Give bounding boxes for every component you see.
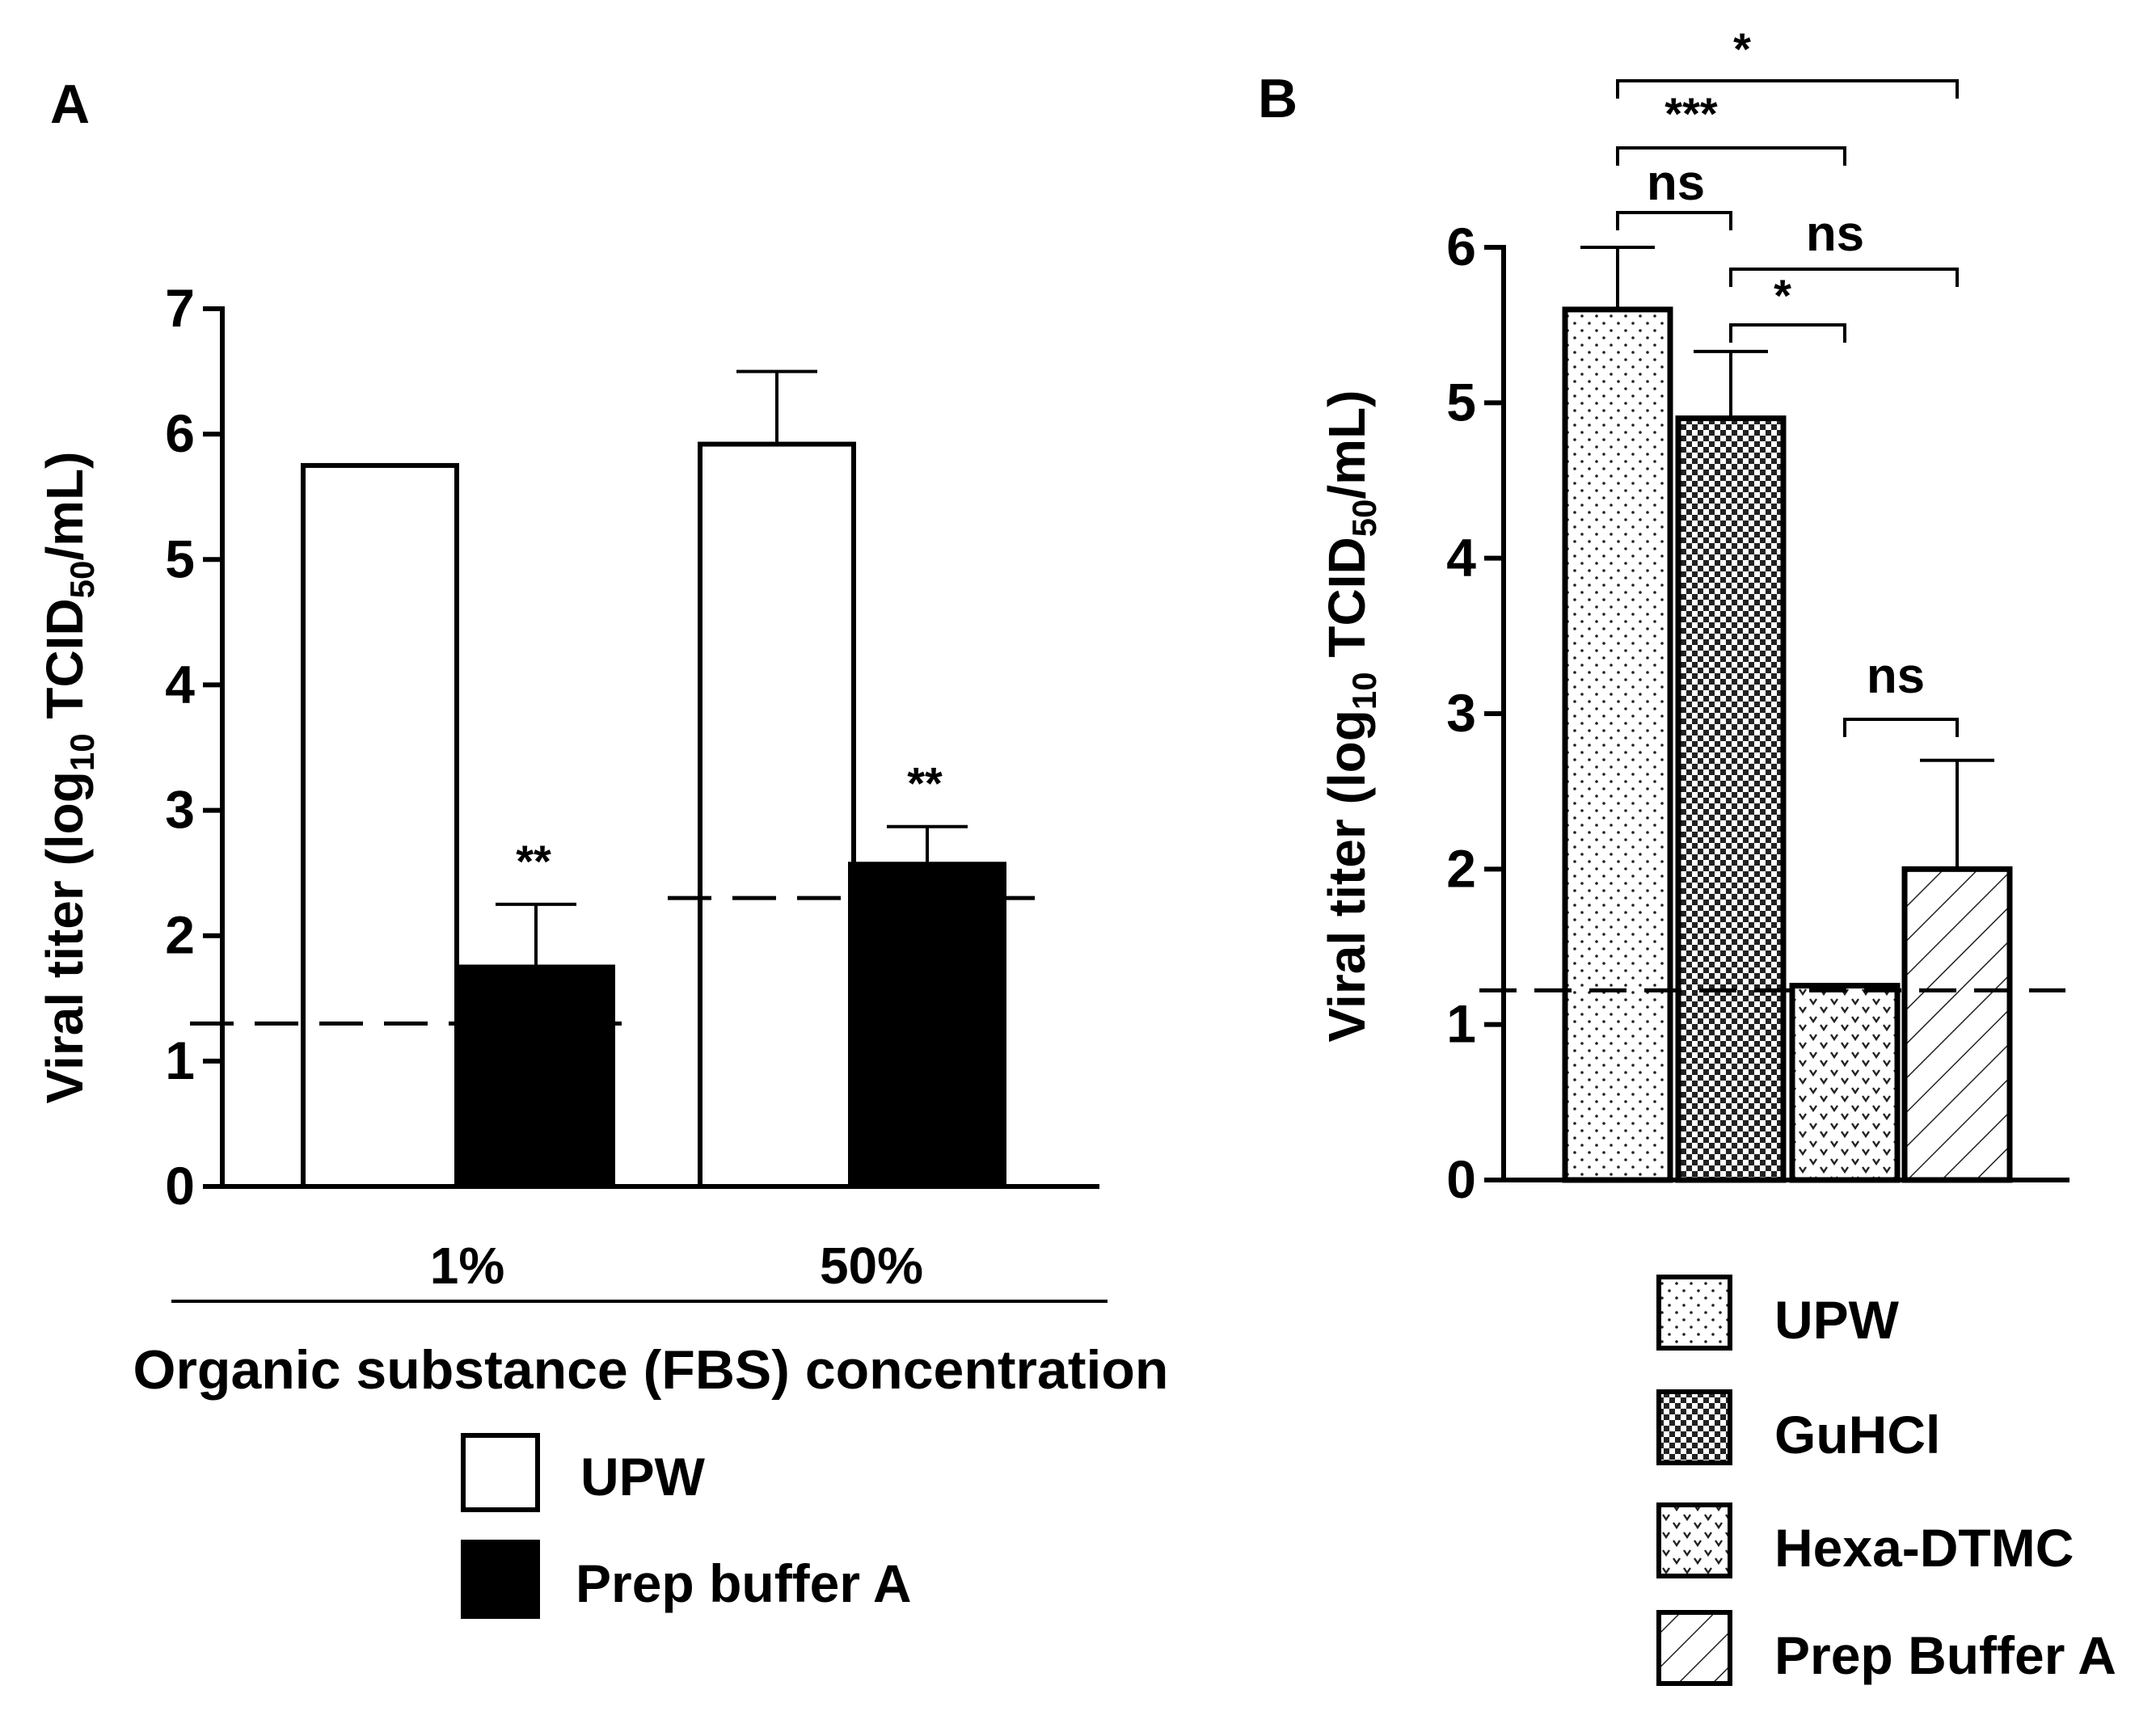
panel-a-y-label-main: Viral titer (log — [36, 771, 94, 1103]
comparison-bracket-6 — [1843, 718, 1959, 737]
panel-a-y-label-sub2: 50 — [63, 561, 101, 599]
panel-b-y-tick-label: 6 — [1446, 217, 1476, 276]
panel-b-y-label-unit: TCID — [1318, 537, 1376, 672]
comparison-label-3: ns — [1647, 155, 1705, 211]
panel-a-x-tick-label-50: 50% — [820, 1237, 923, 1295]
panel-a-y-tick-label: 5 — [165, 529, 195, 588]
comparison-label-5: * — [1774, 270, 1791, 321]
panel-a-y-tick-label: 4 — [165, 654, 195, 714]
comparison-bracket-5 — [1729, 323, 1846, 343]
bar-upw-1 — [301, 462, 459, 1189]
comparison-bracket-3 — [1616, 211, 1732, 230]
legend-swatch-prep-buffer-a-b — [1656, 1610, 1732, 1686]
legend-label-upw: UPW — [580, 1447, 706, 1507]
legend-label-hexa-dtmc: Hexa-DTMC — [1774, 1518, 2074, 1578]
bar-prep-buffer-a-1 — [457, 964, 615, 1189]
panel-b-label: B — [1258, 68, 1297, 129]
legend-label-prep-buffer-a-b: Prep Buffer A — [1774, 1625, 2116, 1685]
panel-b-y-label-tail: /mL) — [1318, 390, 1376, 499]
legend-swatch-hexa-dtmc — [1656, 1502, 1732, 1578]
panel-b-y-label-sub: 10 — [1345, 672, 1383, 710]
panel-a-y-tick-label: 7 — [165, 278, 195, 338]
legend-swatch-upw — [461, 1433, 540, 1512]
panel-a-legend: UPW Prep buffer A — [461, 1433, 912, 1619]
panel-a-x-axis-label: Organic substance (FBS) concentration — [133, 1339, 1169, 1401]
panel-b-legend: UPW GuHCl Hexa-DTMC Prep Buffer A — [1656, 1275, 2116, 1686]
bar-upw-50 — [698, 441, 856, 1189]
significance-50: ** — [907, 758, 943, 809]
panel-a-label: A — [50, 74, 90, 135]
legend-swatch-upw-b — [1656, 1275, 1732, 1351]
panel-a-y-axis-label: Viral titer (log10 TCID50/mL) — [36, 452, 101, 1104]
legend-swatch-guhcl — [1656, 1389, 1732, 1465]
legend-swatch-prep-buffer-a — [461, 1540, 540, 1619]
bar-prep-buffer-a-50 — [848, 862, 1006, 1189]
panel-b-y-axis-label: Viral titer (log10 TCID50/mL) — [1318, 390, 1383, 1043]
panel-b-y-tick-label: 4 — [1446, 528, 1476, 588]
bar-guhcl — [1675, 415, 1787, 1183]
comparison-bracket-1 — [1616, 79, 1959, 99]
panel-b-y-tick-label: 3 — [1446, 683, 1476, 743]
panel-a-y-label-sub: 10 — [63, 733, 101, 771]
panel-a-y-tick-label: 1 — [165, 1030, 195, 1090]
panel-a-y-label-tail: /mL) — [36, 452, 94, 561]
legend-label-prep-buffer-a: Prep buffer A — [576, 1553, 912, 1613]
panel-a-y-tick-label: 0 — [165, 1156, 195, 1216]
panel-b-y-tick-label: 5 — [1446, 372, 1476, 432]
panel-a-y-tick-label: 2 — [165, 905, 195, 965]
panel-b-y-tick-label: 1 — [1446, 994, 1476, 1054]
panel-a-x-tick-label-1: 1% — [430, 1237, 505, 1295]
panel-a-y-tick-label: 6 — [165, 403, 195, 463]
panel-b-y-label-sub2: 50 — [1345, 499, 1383, 537]
panel-a-y-tick-label: 3 — [165, 780, 195, 840]
comparison-label-6: ns — [1867, 648, 1925, 704]
bar-prep-buffer-a — [1901, 866, 2013, 1183]
legend-label-upw-b: UPW — [1774, 1290, 1900, 1350]
panel-b-y-label-main: Viral titer (log — [1318, 710, 1376, 1042]
panel-a: A 0 1 2 3 4 5 6 7 1% 50% ** ** Viral titer (log10 … — [36, 74, 1169, 1619]
panel-b-y-tick-label: 0 — [1446, 1149, 1476, 1209]
comparison-bracket-2 — [1616, 146, 1846, 166]
comparison-label-4: ns — [1806, 206, 1864, 262]
comparison-label-2: *** — [1664, 88, 1718, 139]
legend-label-guhcl: GuHCl — [1774, 1405, 1940, 1464]
comparison-label-1: * — [1733, 23, 1751, 74]
significance-1: ** — [516, 836, 551, 887]
comparison-bracket-4 — [1729, 268, 1959, 287]
bar-hexa-dtmc — [1789, 983, 1901, 1183]
panel-b-y-tick-label: 2 — [1446, 838, 1476, 898]
panel-a-y-label-unit: TCID — [36, 598, 94, 733]
bar-upw — [1562, 306, 1673, 1183]
